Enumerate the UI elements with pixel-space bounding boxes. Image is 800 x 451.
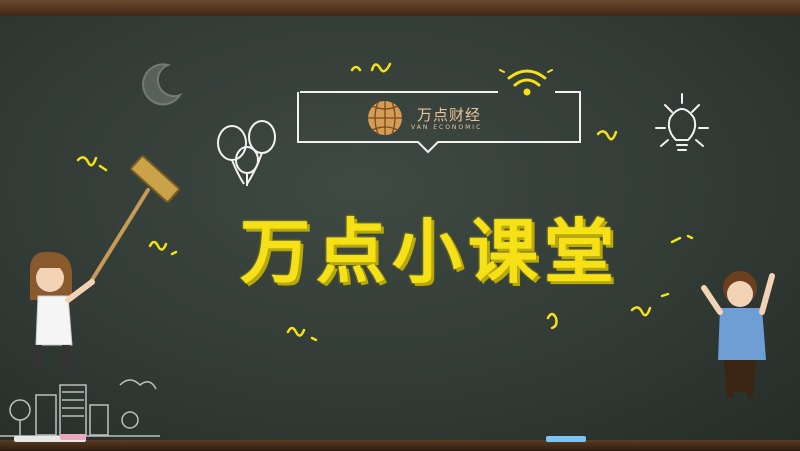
chalk-stick-pink (60, 434, 86, 440)
swirl-doodles (76, 62, 694, 342)
board-frame-top (0, 0, 800, 16)
logo-speech-box (297, 91, 581, 154)
moon-icon (142, 63, 183, 106)
board-frame-bottom (0, 440, 800, 451)
girl-character (30, 251, 95, 372)
chalk-city-doodle (0, 379, 160, 437)
chalk-stick-white (14, 436, 86, 442)
mop-icon (90, 155, 180, 282)
balloon-icon (217, 120, 276, 186)
logo-name: 万点财经 (417, 106, 482, 124)
page-title: 万点小课堂 (240, 211, 620, 293)
lightbulb-icon (655, 93, 709, 151)
chalk-stick-blue (546, 436, 586, 442)
wifi-icon (499, 69, 553, 96)
chalkboard (0, 16, 800, 440)
logo-subtitle: VAN ECONOMIC (411, 124, 483, 131)
boy-character (701, 271, 775, 398)
